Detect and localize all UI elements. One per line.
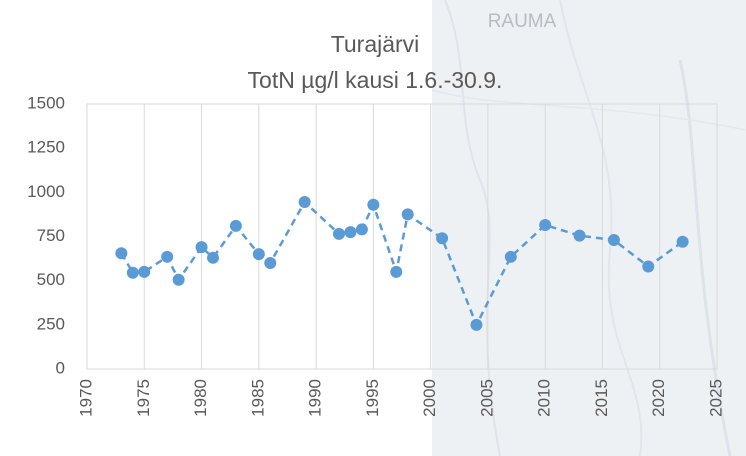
y-tick-label: 1500 [27,93,65,112]
data-point [126,266,139,279]
data-point [344,226,357,239]
data-point [573,229,586,242]
y-tick-label: 1250 [27,138,65,157]
data-point [115,247,128,260]
data-point [138,265,151,278]
map-road [431,89,746,131]
data-point [172,273,185,286]
y-tick-label: 500 [37,270,65,289]
x-tick-label: 1970 [76,379,95,417]
chart-title: Turajärvi [331,31,420,57]
x-tick-label: 1990 [306,379,325,417]
x-tick-label: 2010 [535,379,554,417]
map-area [432,0,746,456]
data-point [390,265,403,278]
data-point [229,219,242,232]
y-tick-label: 250 [37,314,65,333]
data-point [470,318,483,331]
data-point [607,234,620,247]
data-point [504,250,517,263]
data-point [676,235,689,248]
x-tick-label: 2000 [420,379,439,417]
x-tick-label: 1980 [191,379,210,417]
map-road [559,0,643,456]
chart-subtitle: TotN µg/l kausi 1.6.-30.9. [248,67,503,93]
data-point [642,260,655,273]
map-road [678,59,732,456]
data-point [333,227,345,240]
data-point [207,251,219,264]
x-tick-label: 2020 [649,379,668,417]
x-tick-label: 2005 [477,379,496,417]
data-point [264,257,277,269]
x-tick-label: 1995 [363,379,382,417]
x-tick-label: 2015 [592,379,611,417]
data-point [539,219,552,232]
x-tick-label: 1975 [134,379,153,417]
x-tick-label: 2025 [706,379,725,417]
data-point [298,196,311,209]
data-point [367,198,380,211]
data-point [436,232,449,245]
x-tick-label: 1985 [248,379,267,417]
y-tick-label: 750 [37,226,65,245]
map-road [444,0,501,456]
data-point [161,250,174,263]
data-point [252,248,265,261]
map-label: RAUMA [488,11,557,32]
data-point [355,223,368,236]
data-point [195,241,208,254]
data-point [401,208,414,221]
y-tick-label: 1000 [27,182,65,201]
y-tick-label: 0 [56,358,65,377]
map-background: RAUMA [431,0,746,456]
